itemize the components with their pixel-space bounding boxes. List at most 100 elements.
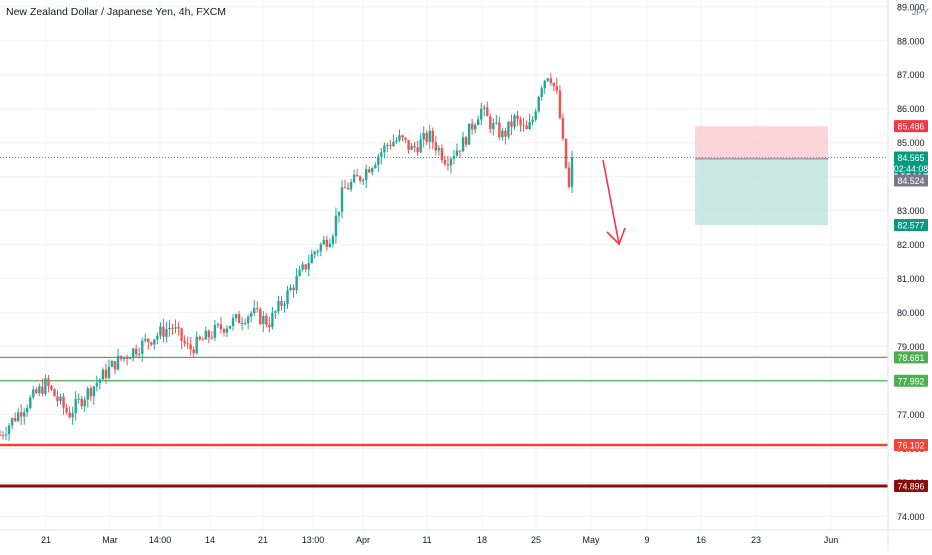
candle-down xyxy=(519,119,522,125)
candle-down xyxy=(68,412,71,418)
candle-up xyxy=(71,413,74,418)
candle-up xyxy=(283,304,286,306)
candle-down xyxy=(89,388,92,397)
candle-down xyxy=(80,398,83,407)
candle-up xyxy=(271,312,274,328)
candle-down xyxy=(104,369,108,378)
time-axis-bg[interactable] xyxy=(0,530,888,550)
candle-down xyxy=(243,322,247,324)
level-label-text: 74.896 xyxy=(898,481,925,491)
y-tick-label: 74.000 xyxy=(897,512,925,522)
entry-price-label-bg xyxy=(894,174,928,187)
candle-down xyxy=(434,142,438,151)
candle-up xyxy=(101,369,105,380)
candle-up xyxy=(95,382,99,387)
candle-up xyxy=(225,328,229,333)
x-tick-label: 14 xyxy=(205,535,215,545)
candle-up xyxy=(301,264,304,270)
y-tick-label: 85.000 xyxy=(897,138,925,148)
candle-up xyxy=(262,316,265,324)
x-tick-label: Jun xyxy=(824,535,839,545)
candle-up xyxy=(83,399,86,407)
chart-title: New Zealand Dollar / Japanese Yen, 4h, F… xyxy=(6,6,226,18)
candle-up xyxy=(543,80,546,89)
level-label-text: 77.992 xyxy=(898,376,925,386)
candle-down xyxy=(113,361,117,370)
candle-up xyxy=(29,397,32,408)
candle-down xyxy=(56,396,59,401)
candle-down xyxy=(407,139,410,150)
x-tick-label: 14:00 xyxy=(149,535,172,545)
candle-up xyxy=(349,182,353,190)
candle-down xyxy=(343,187,347,189)
candle-up xyxy=(128,358,132,360)
candle-down xyxy=(198,336,201,340)
candle-down xyxy=(147,338,150,343)
candle-up xyxy=(534,111,537,120)
level-label-bg xyxy=(894,479,928,492)
candle-up xyxy=(98,379,102,383)
candle-down xyxy=(443,159,447,165)
x-tick-label: 21 xyxy=(258,535,268,545)
candle-down xyxy=(222,329,226,333)
candle-down xyxy=(358,176,362,181)
candle-down xyxy=(555,86,559,91)
candle-up xyxy=(455,150,459,156)
stop-price-label-bg xyxy=(894,120,928,133)
candle-down xyxy=(440,148,444,160)
candle-down xyxy=(346,187,350,190)
candle-up xyxy=(461,137,465,152)
x-tick-label: 18 xyxy=(477,535,487,545)
target-price-label-text: 82.577 xyxy=(898,221,925,231)
candle-up xyxy=(274,311,277,313)
candle-down xyxy=(47,378,50,386)
candle-up xyxy=(316,251,319,253)
candle-up xyxy=(277,300,280,312)
candle-up xyxy=(16,412,20,421)
candlestick-series xyxy=(0,73,574,441)
y-tick-label: 86.000 xyxy=(897,104,925,114)
candle-down xyxy=(486,107,489,117)
last-price-label-bg xyxy=(894,151,928,174)
candle-up xyxy=(307,263,310,270)
candle-up xyxy=(467,123,471,145)
candle-up xyxy=(234,314,238,319)
candle-down xyxy=(219,324,223,330)
candle-down xyxy=(265,316,268,325)
candle-up xyxy=(492,122,495,129)
candle-up xyxy=(204,330,207,340)
candle-up xyxy=(540,88,543,97)
candle-down xyxy=(292,287,295,291)
candle-up xyxy=(371,167,374,173)
candle-up xyxy=(473,125,477,130)
level-label-text: 78.681 xyxy=(898,353,925,363)
level-label-bg xyxy=(894,351,928,364)
candle-up xyxy=(141,340,144,354)
candle-down xyxy=(567,167,571,187)
candle-up xyxy=(449,158,453,166)
candle-up xyxy=(422,132,425,140)
arrow-drawing[interactable] xyxy=(602,159,626,246)
y-tick-label: 87.000 xyxy=(897,70,925,80)
candle-up xyxy=(253,308,256,313)
candle-down xyxy=(413,145,416,148)
candle-down xyxy=(470,123,474,130)
candle-up xyxy=(322,239,326,245)
candle-up xyxy=(23,412,26,417)
y-tick-label: 81.000 xyxy=(897,274,925,284)
position-zones[interactable] xyxy=(695,126,828,226)
level-label-text: 76.102 xyxy=(898,440,925,450)
candle-up xyxy=(92,386,96,397)
candle-up xyxy=(331,236,335,244)
candle-up xyxy=(59,396,62,401)
arrow-shaft xyxy=(602,159,620,245)
horizontal-levels[interactable] xyxy=(0,156,888,488)
candle-up xyxy=(138,353,141,355)
candle-up xyxy=(4,434,8,436)
x-tick-label: 23 xyxy=(751,535,761,545)
candle-up xyxy=(328,243,332,247)
y-tick-label: 89.000 xyxy=(897,2,925,12)
stop-loss-zone xyxy=(695,126,828,159)
